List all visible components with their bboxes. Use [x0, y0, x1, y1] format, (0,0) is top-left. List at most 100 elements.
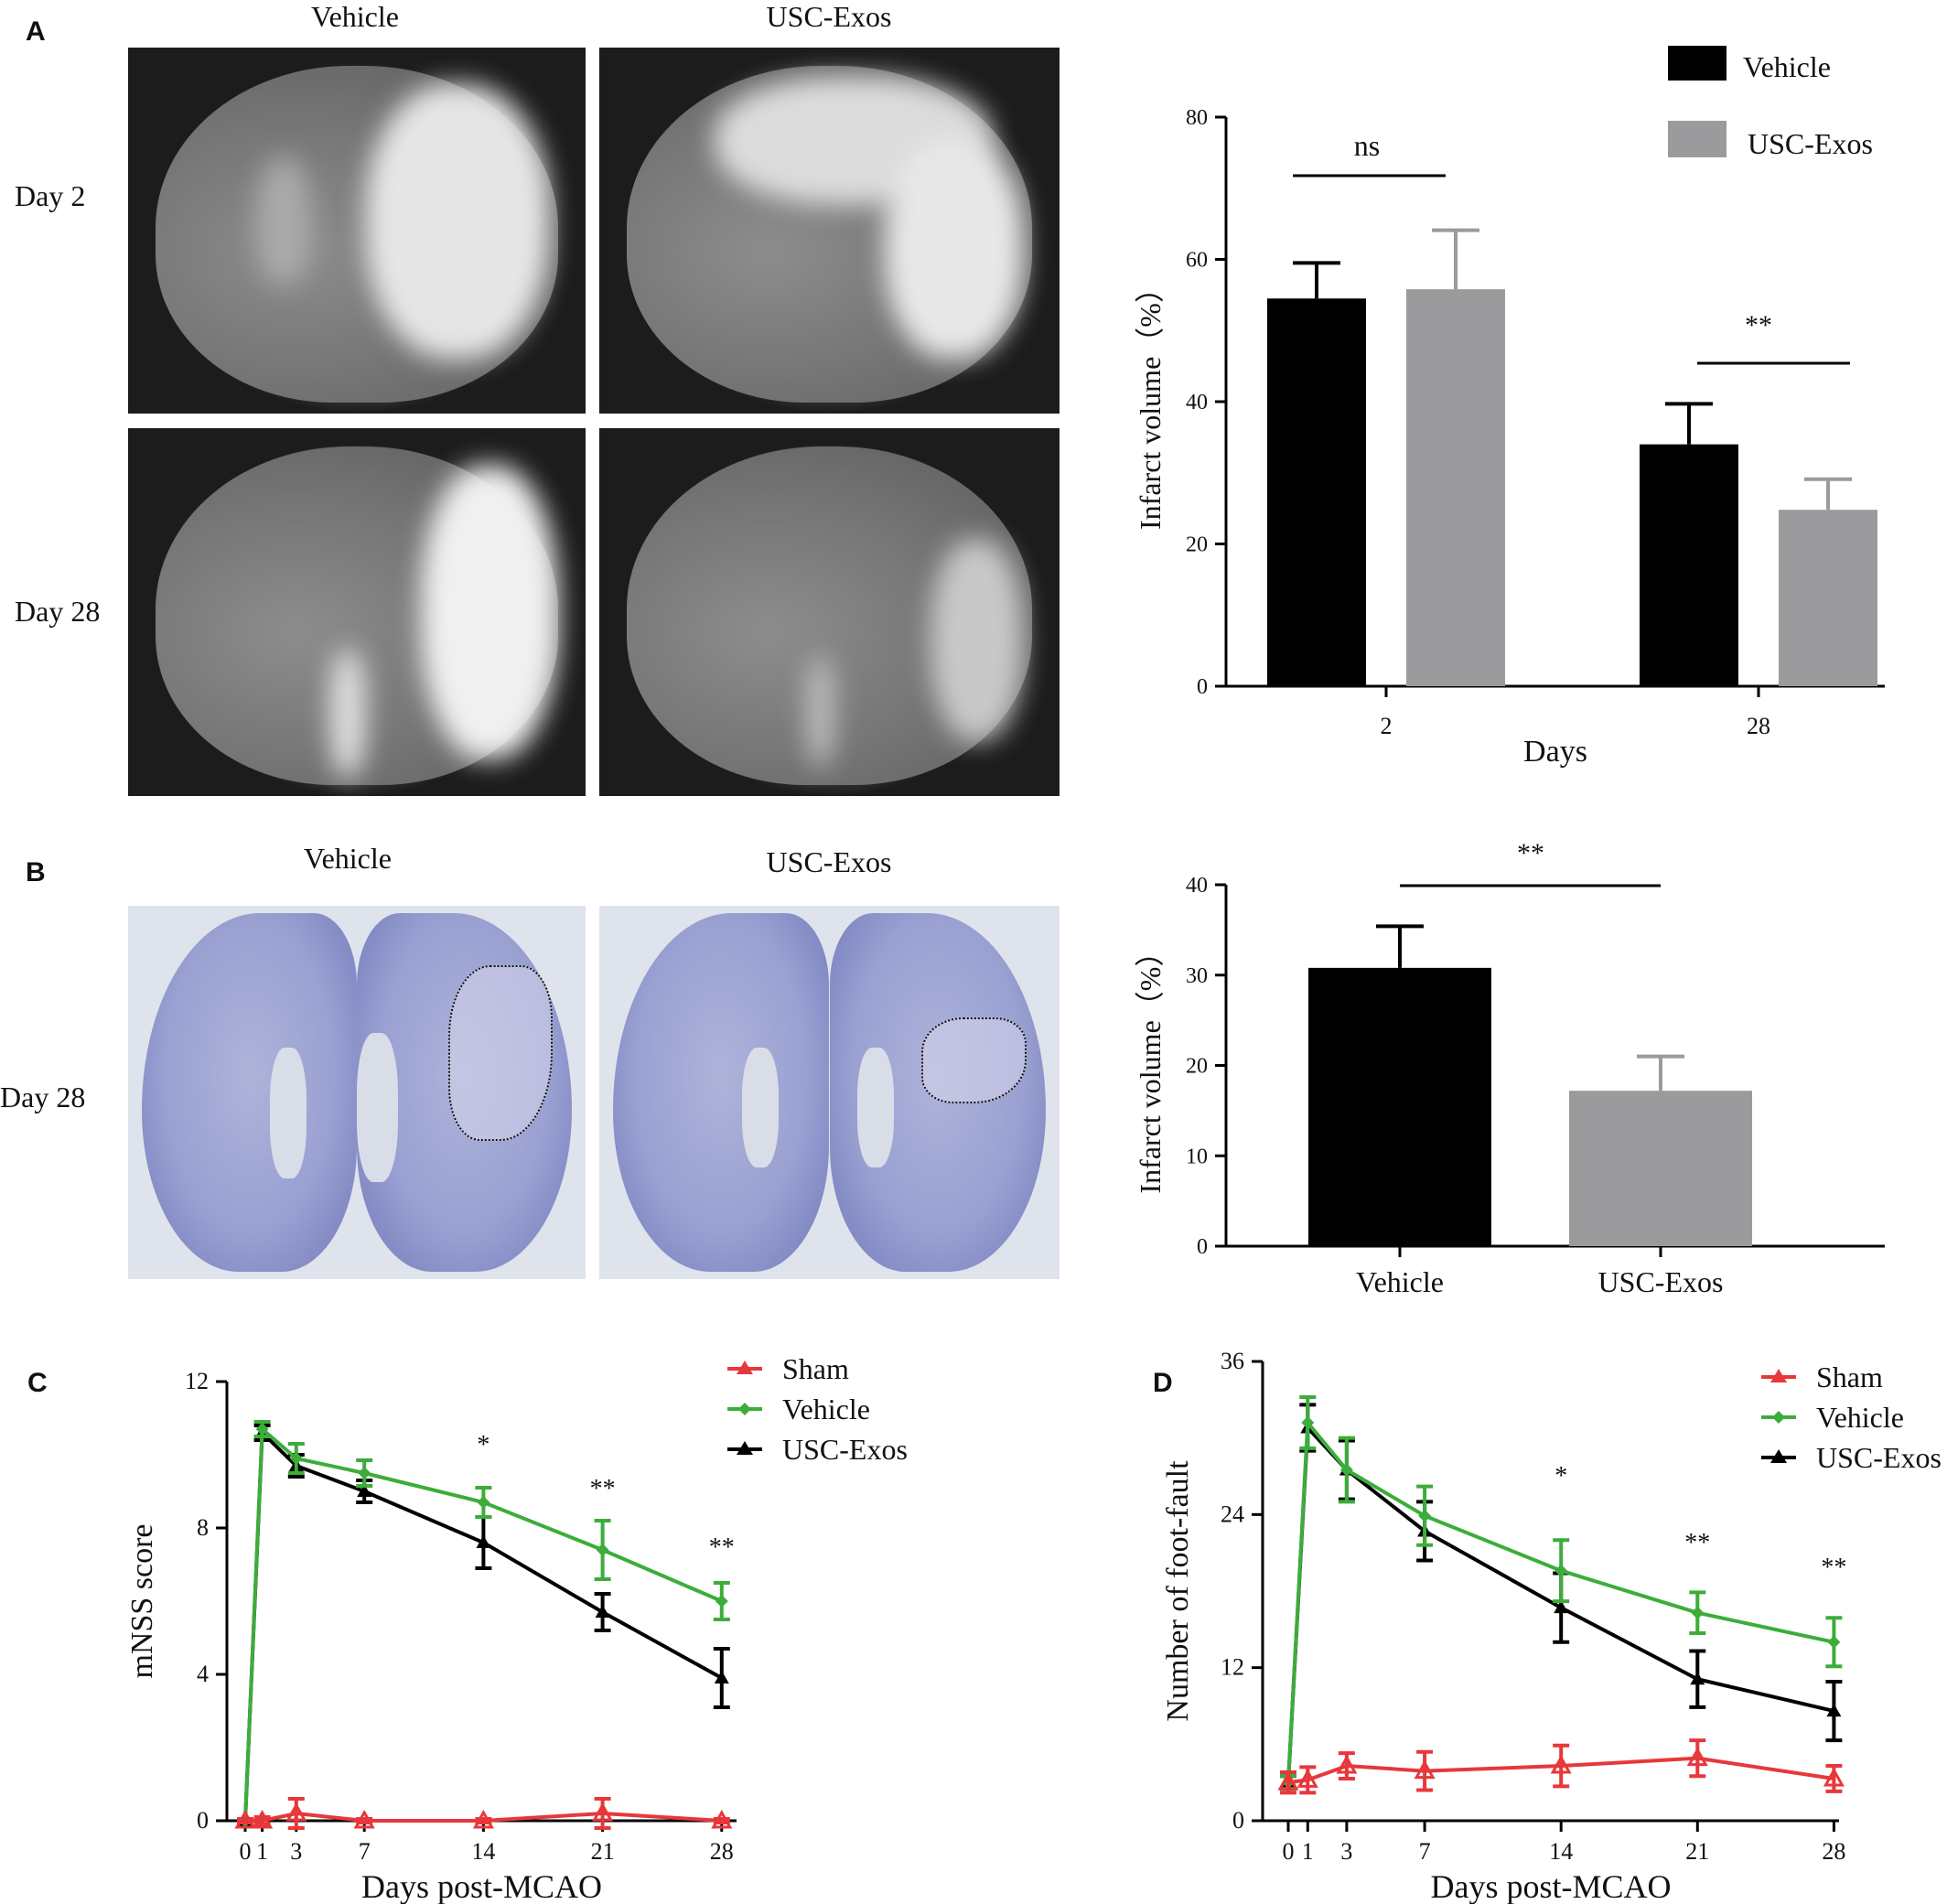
- y-tick-label: 10: [1186, 1145, 1208, 1168]
- x-tick-label: 0: [1283, 1838, 1295, 1865]
- legend-marker: [738, 1403, 751, 1415]
- data-point: [715, 1595, 728, 1608]
- x-tick-label: 2: [1381, 713, 1393, 739]
- significance-label: ns: [1354, 129, 1380, 162]
- legend-label: USC-Exos: [782, 1433, 908, 1466]
- x-tick-label: 14: [471, 1838, 495, 1865]
- data-point: [255, 1423, 269, 1436]
- x-tick-label: 7: [1419, 1838, 1431, 1865]
- data-point: [357, 1484, 372, 1497]
- panel-a-row-day28: Day 28: [15, 595, 101, 628]
- data-point: [1418, 1509, 1432, 1522]
- x-tick-label: 7: [359, 1838, 371, 1865]
- bar: [1267, 298, 1366, 686]
- x-tick-label: Vehicle: [1356, 1265, 1444, 1298]
- x-tick-label: 3: [290, 1838, 302, 1865]
- data-point: [1296, 1769, 1318, 1788]
- bar: [1640, 444, 1738, 686]
- data-point: [1691, 1606, 1705, 1619]
- panel-a-header-vehicle: Vehicle: [311, 0, 399, 33]
- x-axis-label: Days post-MCAO: [361, 1868, 602, 1904]
- bar: [1308, 967, 1491, 1246]
- significance-label: **: [1684, 1529, 1710, 1557]
- data-point: [476, 1535, 491, 1548]
- legend-marker: [1770, 1449, 1787, 1463]
- y-tick-label: 0: [1197, 1235, 1208, 1259]
- nissl-usc-exos-day28: [599, 906, 1060, 1279]
- data-point: [358, 1467, 371, 1479]
- y-axis-label: Infarct volume（%）: [1134, 274, 1167, 530]
- data-point: [252, 1809, 274, 1829]
- legend-marker: [737, 1441, 753, 1455]
- data-point: [1686, 1747, 1708, 1767]
- nissl-vehicle-day28: [128, 906, 586, 1279]
- legend-marker: [1772, 1411, 1785, 1424]
- y-tick-label: 20: [1186, 533, 1208, 557]
- data-point: [1301, 1415, 1315, 1429]
- significance-label: **: [590, 1475, 616, 1503]
- panel-a-header-usc-exos: USC-Exos: [766, 0, 892, 33]
- significance-label: *: [1554, 1462, 1567, 1490]
- y-tick-label: 80: [1186, 106, 1208, 130]
- panel-label-d: D: [1153, 1368, 1173, 1398]
- mri-vehicle-day28: [128, 428, 586, 796]
- mri-usc-exos-day2: [599, 48, 1060, 414]
- x-tick-label: 1: [256, 1838, 268, 1865]
- data-point: [596, 1544, 609, 1556]
- data-point: [1823, 1767, 1845, 1787]
- data-point: [1277, 1771, 1299, 1791]
- significance-label: **: [709, 1533, 735, 1562]
- data-point: [1339, 1463, 1353, 1477]
- y-axis-label: Number of foot-fault: [1161, 1460, 1195, 1722]
- y-tick-label: 0: [1232, 1807, 1244, 1834]
- y-tick-label: 4: [197, 1661, 209, 1687]
- x-tick-label: 1: [1302, 1838, 1314, 1865]
- x-tick-label: 28: [1747, 713, 1770, 739]
- legend-label: Sham: [782, 1352, 849, 1385]
- x-tick-label: 28: [1822, 1838, 1845, 1865]
- significance-label: **: [1745, 310, 1772, 340]
- y-tick-label: 30: [1186, 964, 1208, 988]
- mri-usc-exos-day28: [599, 428, 1060, 796]
- legend-label-usc-exos: USC-Exos: [1748, 127, 1873, 160]
- data-point: [289, 1452, 303, 1465]
- y-tick-label: 60: [1186, 249, 1208, 273]
- y-tick-label: 24: [1221, 1501, 1244, 1527]
- x-tick-label: 14: [1549, 1838, 1573, 1865]
- data-point: [1554, 1600, 1569, 1614]
- data-point: [234, 1809, 256, 1829]
- data-point: [353, 1809, 375, 1829]
- significance-label: *: [477, 1431, 489, 1459]
- legend-label-vehicle: Vehicle: [1743, 50, 1831, 83]
- panel-label-c: C: [27, 1368, 48, 1398]
- x-tick-label: 0: [240, 1838, 252, 1865]
- y-tick-label: 8: [197, 1514, 209, 1541]
- panel-b-row-day28: Day 28: [0, 1081, 86, 1113]
- panel-a-row-day2: Day 2: [15, 179, 86, 212]
- data-point: [592, 1802, 614, 1822]
- y-tick-label: 20: [1186, 1055, 1208, 1079]
- data-point: [472, 1809, 494, 1829]
- data-point: [1550, 1754, 1572, 1774]
- y-tick-label: 0: [1197, 675, 1208, 699]
- bar: [1779, 510, 1877, 686]
- data-point: [1414, 1759, 1436, 1780]
- legend-label: Vehicle: [1816, 1401, 1904, 1434]
- y-tick-label: 40: [1186, 874, 1208, 898]
- y-tick-label: 12: [185, 1368, 209, 1394]
- data-point: [1826, 1704, 1842, 1717]
- data-point: [285, 1802, 307, 1822]
- y-tick-label: 40: [1186, 391, 1208, 414]
- x-tick-label: USC-Exos: [1598, 1265, 1724, 1298]
- bar: [1569, 1091, 1752, 1246]
- legend-label: Vehicle: [782, 1393, 870, 1425]
- panel-b-header-vehicle: Vehicle: [304, 842, 392, 875]
- x-axis-label: Days post-MCAO: [1430, 1868, 1671, 1904]
- y-tick-label: 36: [1221, 1348, 1244, 1374]
- data-point: [711, 1809, 733, 1829]
- y-tick-label: 12: [1221, 1654, 1244, 1681]
- data-point: [714, 1671, 729, 1683]
